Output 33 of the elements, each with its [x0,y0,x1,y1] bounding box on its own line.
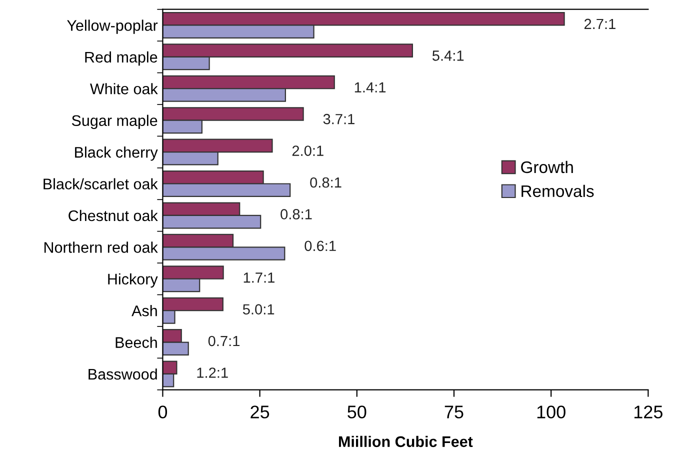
y-tick-label: Chestnut oak [68,210,158,222]
y-tick-label: Black cherry [75,146,158,161]
y-tick-label: Black/scarlet oak [44,178,158,190]
x-tick-label: 125 [634,406,662,418]
annotation: 0.6:1 [304,240,336,252]
annotation: 2.0:1 [292,146,324,156]
annotation: 2.7:1 [584,18,616,29]
x-tick-label: 50 [348,406,366,418]
y-tick-label: Northern red oak [44,242,158,253]
y-tick-label: Yellow-poplar [67,20,158,34]
x-tick-label: 75 [444,406,464,418]
y-tick-label: Basswood [88,368,157,380]
y-tick-label: Beech [116,336,157,348]
annotation: 1.2:1 [197,368,228,378]
annotation: 3.7:1 [323,114,354,124]
x-axis-title: Miillion Cubic Feet [338,436,473,448]
annotation: 5.0:1 [242,304,274,314]
legend-label: Removals [522,184,594,198]
x-tick-label: 100 [537,406,566,418]
x-tick-label: 0 [158,406,168,418]
y-tick-label: Ash [132,305,157,316]
y-tick-label: Sugar maple [72,114,158,130]
y-tick-label: Hickory [108,273,158,288]
annotation: 0.8:1 [310,177,342,188]
y-tick-label: White oak [90,83,158,94]
annotation: 1.7:1 [244,272,274,283]
annotation: 5.4:1 [432,50,464,61]
annotation: 0.7:1 [208,336,240,346]
legend-label: Growth [521,160,573,174]
annotation: 0.8:1 [280,209,312,220]
x-tick-label: 25 [250,406,270,418]
y-tick-label: Red maple [85,51,158,66]
annotation: 1.4:1 [354,82,386,92]
